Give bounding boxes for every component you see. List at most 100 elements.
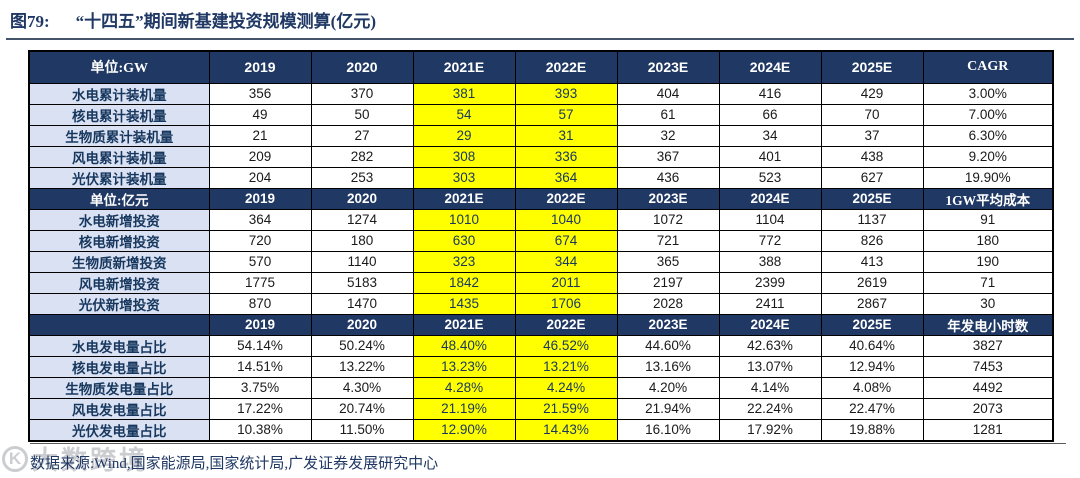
data-cell: 364: [208, 208, 312, 231]
data-cell: 21: [208, 124, 312, 147]
data-cell: 70: [820, 103, 924, 126]
row-label: 核电发电量占比: [28, 355, 210, 378]
data-cell: 91: [922, 208, 1054, 231]
data-cell: 34: [718, 124, 822, 147]
data-cell: 17.22%: [208, 397, 312, 420]
footer-divider: [30, 443, 1066, 444]
data-cell: 2028: [616, 292, 720, 315]
year-header-cell: 2024E: [718, 313, 822, 336]
data-cell: 1775: [208, 271, 312, 294]
row-label: 风电累计装机量: [28, 145, 210, 168]
table-row: 风电累计装机量 209 282 308 336 367 401 438 9.20%: [28, 145, 1054, 168]
data-cell: 27: [310, 124, 414, 147]
data-cell: 323: [412, 250, 516, 273]
data-cell: 22.47%: [820, 397, 924, 420]
data-cell: 31: [514, 124, 618, 147]
data-cell: 1137: [820, 208, 924, 231]
data-cell: 17.92%: [718, 418, 822, 441]
data-cell: 209: [208, 145, 312, 168]
data-cell: 388: [718, 250, 822, 273]
data-cell: 3827: [922, 334, 1054, 357]
data-cell: 71: [922, 271, 1054, 294]
data-cell: 1140: [310, 250, 414, 273]
year-header-cell: 2022E: [514, 187, 618, 210]
year-header-cell: 2025E: [820, 313, 924, 336]
data-cell: 21.94%: [616, 397, 720, 420]
year-header-cell: 1GW平均成本: [922, 187, 1054, 210]
row-label: 生物质发电量占比: [28, 376, 210, 399]
table-row: 风电发电量占比 17.22% 20.74% 21.19% 21.59% 21.94% 22.…: [28, 397, 1054, 420]
data-cell: 5183: [310, 271, 414, 294]
data-cell: 30: [922, 292, 1054, 315]
figure-title-row: 图79: “十四五”期间新基建投资规模测算(亿元): [0, 0, 1080, 32]
year-header-cell: 2022E: [514, 50, 618, 84]
data-cell: 19.88%: [820, 418, 924, 441]
data-cell: 16.10%: [616, 418, 720, 441]
figure-label: 图79:: [10, 12, 50, 31]
data-cell: 2011: [514, 271, 618, 294]
data-cell: 46.52%: [514, 334, 618, 357]
data-cell: 2867: [820, 292, 924, 315]
table-row: 核电累计装机量 49 50 54 57 61 66 70 7.00%: [28, 103, 1054, 126]
data-cell: 11.50%: [310, 418, 414, 441]
section-header-row: 单位:GW 2019 2020 2021E 2022E 2023E 2024E 2025E CA…: [28, 50, 1054, 84]
data-cell: 61: [616, 103, 720, 126]
year-header-cell: 2024E: [718, 187, 822, 210]
row-label: 水电新增投资: [28, 208, 210, 231]
data-cell: 630: [412, 229, 516, 252]
data-cell: 282: [310, 145, 414, 168]
row-label: 水电发电量占比: [28, 334, 210, 357]
data-cell: 42.63%: [718, 334, 822, 357]
data-cell: 180: [310, 229, 414, 252]
table-row: 水电累计装机量 356 370 381 393 404 416 429 3.00%: [28, 82, 1054, 105]
data-cell: 1072: [616, 208, 720, 231]
data-cell: 413: [820, 250, 924, 273]
data-cell: 721: [616, 229, 720, 252]
data-cell: 570: [208, 250, 312, 273]
data-cell: 364: [514, 166, 618, 189]
data-cell: 303: [412, 166, 516, 189]
row-label: 光伏发电量占比: [28, 418, 210, 441]
data-cell: 14.43%: [514, 418, 618, 441]
data-cell: 2399: [718, 271, 822, 294]
year-header-cell: 2024E: [718, 50, 822, 84]
data-cell: 180: [922, 229, 1054, 252]
section-header-row: 单位:亿元 2019 2020 2021E 2022E 2023E 2024E 2025E 1G…: [28, 187, 1054, 210]
data-cell: 367: [616, 145, 720, 168]
data-cell: 627: [820, 166, 924, 189]
data-cell: 344: [514, 250, 618, 273]
year-header-cell: 2019: [208, 313, 312, 336]
data-cell: 370: [310, 82, 414, 105]
data-cell: 19.90%: [922, 166, 1054, 189]
data-cell: 48.40%: [412, 334, 516, 357]
data-cell: 253: [310, 166, 414, 189]
data-cell: 4.30%: [310, 376, 414, 399]
year-header-cell: 2023E: [616, 313, 720, 336]
table-row: 水电发电量占比 54.14% 50.24% 48.40% 46.52% 44.60% 42.…: [28, 334, 1054, 357]
data-cell: 2619: [820, 271, 924, 294]
data-cell: 308: [412, 145, 516, 168]
data-cell: 772: [718, 229, 822, 252]
data-cell: 4.14%: [718, 376, 822, 399]
data-cell: 1010: [412, 208, 516, 231]
data-cell: 1435: [412, 292, 516, 315]
row-label: 核电新增投资: [28, 229, 210, 252]
data-cell: 1274: [310, 208, 414, 231]
table-row: 核电发电量占比 14.51% 13.22% 13.23% 13.21% 13.16% 13.…: [28, 355, 1054, 378]
data-cell: 21.59%: [514, 397, 618, 420]
year-header-cell: 年发电小时数: [922, 313, 1054, 336]
table-body: 单位:GW 2019 2020 2021E 2022E 2023E 2024E 2025E CA…: [28, 50, 1054, 441]
year-header-cell: 2025E: [820, 187, 924, 210]
data-cell: 826: [820, 229, 924, 252]
data-cell: 365: [616, 250, 720, 273]
data-cell: 37: [820, 124, 924, 147]
data-cell: 4.24%: [514, 376, 618, 399]
table-row: 光伏新增投资 870 1470 1435 1706 2028 2411 2867 30: [28, 292, 1054, 315]
data-cell: 7.00%: [922, 103, 1054, 126]
data-cell: 2411: [718, 292, 822, 315]
data-cell: 1842: [412, 271, 516, 294]
data-cell: 44.60%: [616, 334, 720, 357]
data-cell: 4492: [922, 376, 1054, 399]
unit-header-cell: 单位:GW: [28, 50, 210, 84]
